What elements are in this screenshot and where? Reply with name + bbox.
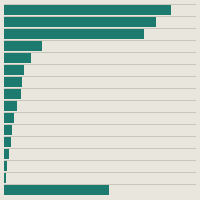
Bar xyxy=(4,77,22,87)
Bar xyxy=(4,41,42,51)
Bar xyxy=(4,149,9,159)
Bar xyxy=(4,161,7,171)
Bar xyxy=(4,125,12,135)
Bar xyxy=(4,5,171,15)
Bar xyxy=(4,29,144,39)
Bar xyxy=(4,137,11,147)
Bar xyxy=(4,65,24,75)
Bar xyxy=(4,101,17,111)
Bar xyxy=(4,113,14,123)
Bar xyxy=(4,17,156,27)
Bar xyxy=(4,53,31,63)
Bar xyxy=(4,173,6,183)
Bar xyxy=(4,185,109,195)
Bar xyxy=(4,89,21,99)
